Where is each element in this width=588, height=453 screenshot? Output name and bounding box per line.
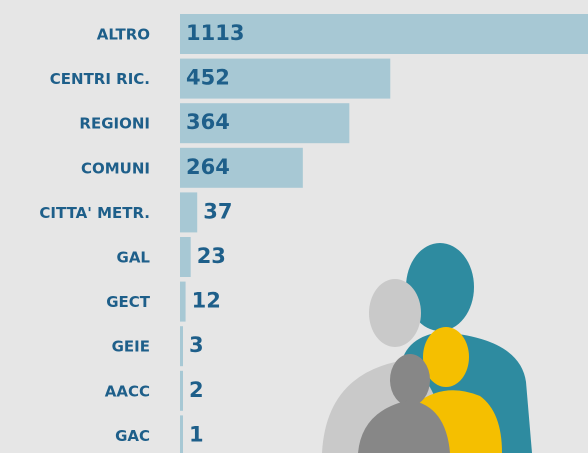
- bar: [180, 415, 183, 453]
- value-label: 452: [186, 66, 230, 90]
- category-label: ALTRO: [97, 26, 150, 44]
- category-label: GAL: [117, 249, 151, 267]
- bar: [180, 237, 191, 277]
- chart: ALTRO 1113 CENTRI RIC. 452 REGIONI 364 COMUNI 2…: [0, 0, 588, 453]
- category-label: CITTA' METR.: [39, 204, 150, 222]
- value-label: 37: [203, 199, 232, 223]
- category-label: CENTRI RIC.: [50, 70, 150, 88]
- value-label: 364: [186, 110, 230, 134]
- bar: [180, 282, 186, 322]
- value-label: 2: [189, 378, 204, 402]
- value-label: 1: [189, 422, 204, 446]
- value-label: 23: [197, 244, 226, 268]
- value-label: 264: [186, 155, 230, 179]
- bar: [180, 326, 183, 366]
- category-label: GECT: [106, 293, 151, 311]
- bar: [180, 192, 197, 232]
- category-label: GAC: [115, 427, 150, 445]
- value-label: 3: [189, 333, 204, 357]
- page: ALTRO 1113 CENTRI RIC. 452 REGIONI 364 COMUNI 2…: [0, 0, 588, 453]
- category-label: COMUNI: [81, 159, 150, 177]
- category-label: REGIONI: [79, 115, 150, 133]
- category-label: AACC: [105, 382, 150, 400]
- value-label: 1113: [186, 21, 244, 45]
- bar: [180, 371, 183, 411]
- category-label: GEIE: [112, 338, 150, 356]
- value-label: 12: [192, 289, 221, 313]
